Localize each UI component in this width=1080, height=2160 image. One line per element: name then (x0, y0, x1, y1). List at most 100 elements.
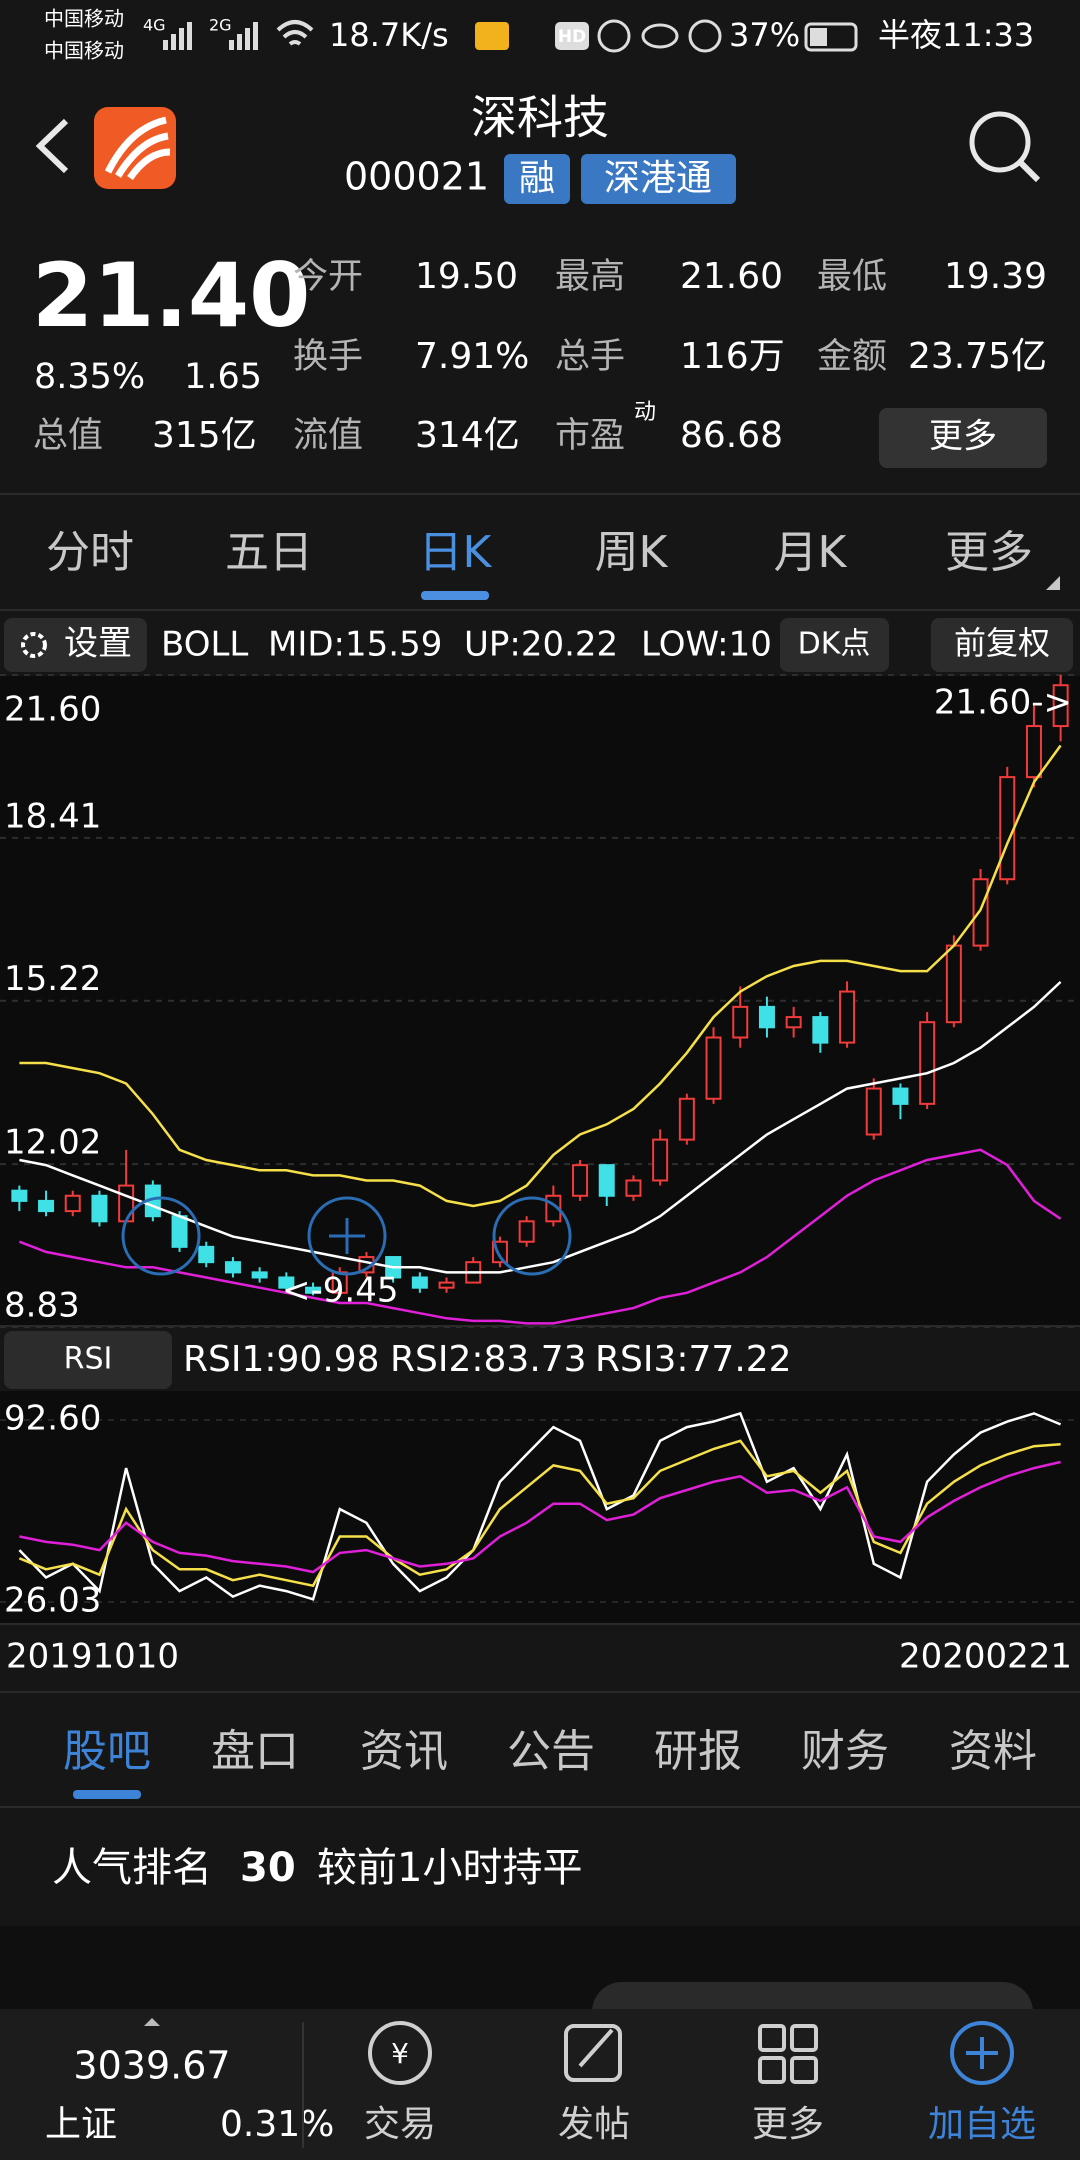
dk-label[interactable]: DK点 (798, 627, 871, 662)
candle-body (705, 1036, 722, 1100)
candle-body (625, 1179, 642, 1197)
field-value: 116万 (680, 336, 785, 377)
tab-indicator (421, 591, 489, 600)
settings-button[interactable] (4, 618, 147, 672)
content-tab[interactable]: 财务 (801, 1726, 889, 1777)
field-label: 最低 (817, 257, 887, 297)
candle-body (572, 1164, 589, 1197)
signal-icon (163, 22, 192, 50)
y-tick-label: 15.22 (4, 959, 101, 999)
period-tabs: 分时 五日 日K 周K 月K 更多 (46, 527, 1033, 600)
wifi-icon (276, 20, 314, 46)
adjust-label[interactable]: 前复权 (954, 624, 1050, 662)
period-tab[interactable]: 日K (419, 527, 493, 578)
candle-body (892, 1087, 909, 1105)
bottom-nav: 交易 发帖 更多 加自选 (364, 2104, 1036, 2145)
candle-body (411, 1276, 428, 1289)
nav-item[interactable]: 交易 (364, 2104, 436, 2145)
more-label[interactable]: 更多 (929, 417, 997, 457)
candle-body (91, 1194, 108, 1223)
y-tick-label: 8.83 (4, 1286, 80, 1326)
content-tab[interactable]: 公告 (507, 1726, 595, 1777)
nav-item[interactable]: 更多 (752, 2104, 824, 2145)
content-tab[interactable]: 资讯 (360, 1726, 448, 1777)
index-value: 3039.67 (73, 2044, 230, 2088)
candle-body (785, 1016, 802, 1029)
alarm-icon (688, 19, 722, 53)
dk-button[interactable] (780, 618, 889, 672)
battery-fill (810, 28, 827, 46)
field-label: 总手 (555, 337, 625, 377)
adjust-button[interactable] (931, 618, 1073, 672)
search-button[interactable] (969, 111, 1041, 183)
boll-up: UP:20.22 (464, 625, 618, 665)
back-button[interactable] (35, 118, 69, 174)
clock: 半夜11:33 (878, 16, 1034, 54)
candle-body (518, 1220, 535, 1243)
content-tab[interactable]: 盘口 (211, 1726, 299, 1777)
nav-icon (368, 2021, 818, 2085)
indicator-line (18, 1439, 1061, 1588)
quote-fields: 今开 19.50 最高 21.60 最低 19.39 换手 7.91% 总手 116万 金额 23.7… (33, 256, 1047, 456)
content-tab[interactable]: 资料 (949, 1726, 1037, 1777)
indicator-line (19, 980, 1062, 1274)
gear-icon (21, 632, 47, 658)
candle-body (972, 878, 989, 947)
signal-icon (229, 22, 258, 50)
rsi-panel (0, 1391, 1080, 1624)
settings-label[interactable]: 设置 (64, 624, 132, 664)
period-tab[interactable]: 更多 (945, 527, 1033, 578)
candle-body (812, 1016, 829, 1044)
period-tab[interactable]: 月K (774, 527, 848, 578)
net-speed: 18.7K/s (329, 16, 449, 54)
nav-item[interactable]: 加自选 (928, 2104, 1036, 2145)
candle-body (652, 1138, 669, 1182)
field-label: 流值 (293, 416, 363, 456)
tag-box (581, 154, 736, 204)
rsi-label[interactable]: RSI (64, 1342, 113, 1377)
indicator-line (18, 1411, 1062, 1601)
popularity-rank: 30 (240, 1845, 296, 1891)
field-label: 金额 (817, 337, 887, 377)
bottom-tabs: 股吧 盘口 资讯 公告 研报 财务 资料 (63, 1726, 1037, 1799)
indicator-line (19, 1460, 1061, 1574)
field-value: 314亿 (415, 415, 520, 456)
content-tab[interactable]: 股吧 (63, 1726, 151, 1777)
network: 4G (143, 16, 166, 35)
candle-body (64, 1194, 81, 1213)
stock-code: 000021 (344, 155, 489, 199)
network: 2G (209, 16, 232, 35)
rsi2: RSI2:83.73 (390, 1339, 587, 1380)
candle-body (1025, 725, 1042, 779)
candle-body (11, 1189, 28, 1202)
content-tab[interactable]: 研报 (654, 1726, 742, 1777)
rsi-button[interactable] (4, 1331, 172, 1389)
candle-body (839, 990, 856, 1044)
candle-body (945, 944, 962, 1024)
battery-icon (804, 22, 858, 52)
candle-body (438, 1281, 455, 1289)
expand-arrow (144, 2018, 160, 2026)
mail-icon (475, 22, 509, 50)
candle-body (678, 1097, 695, 1141)
candle-body (1052, 684, 1069, 728)
period-tab[interactable]: 分时 (46, 527, 134, 578)
more-button[interactable] (879, 408, 1047, 468)
high-annotation: 21.60-> (934, 683, 1072, 723)
field-value: 21.60 (680, 256, 783, 297)
boll-low: LOW:10 (641, 625, 772, 665)
y-tick-label: 21.60 (4, 690, 101, 730)
dropdown-triangle (1046, 576, 1060, 590)
field-value: 315亿 (152, 415, 257, 456)
tag-box (504, 154, 570, 204)
popularity-label: 人气排名 (52, 1845, 212, 1891)
candle-body (865, 1087, 882, 1136)
period-tab[interactable]: 周K (595, 527, 669, 578)
period-tab[interactable]: 五日 (225, 527, 313, 578)
bottom-nav-bg (0, 2009, 1080, 2160)
tab-indicator (73, 1790, 141, 1799)
nav-item[interactable]: 发帖 (558, 2104, 630, 2145)
